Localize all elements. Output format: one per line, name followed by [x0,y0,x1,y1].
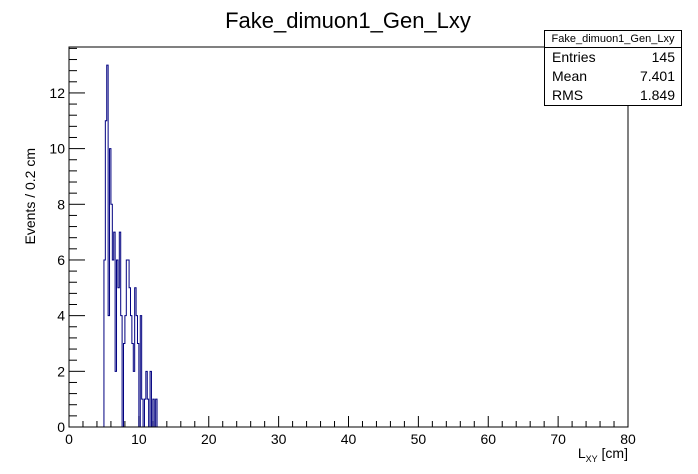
x-tick-label: 20 [201,431,217,447]
plot-frame [68,46,629,428]
x-tick-label: 60 [480,431,496,447]
y-tick-label: 12 [49,85,65,101]
y-tick-label: 6 [57,252,65,268]
stats-label: RMS [552,87,584,103]
x-axis-label-subscript: XY [586,454,598,464]
x-axis-label-unit: [cm] [598,445,628,461]
x-axis-label: LXY [cm] [578,445,628,464]
stats-row-entries: Entries 145 [545,48,681,67]
stats-label: Mean [552,68,588,84]
histogram-line [103,64,158,428]
x-tick-label: 80 [620,431,636,447]
x-tick-label: 40 [341,431,357,447]
stats-value: 1.849 [639,87,675,103]
y-tick-label: 2 [57,363,65,379]
stats-title: Fake_dimuon1_Gen_Lxy [545,31,681,48]
stats-box: Fake_dimuon1_Gen_Lxy Entries 145 Mean 7.… [544,30,682,106]
stats-value: 7.401 [639,68,675,84]
stats-label: Entries [552,49,596,65]
stats-row-rms: RMS 1.849 [545,86,681,105]
x-tick-label: 10 [131,431,147,447]
x-tick-label: 70 [550,431,566,447]
stats-row-mean: Mean 7.401 [545,67,681,86]
y-tick-label: 10 [49,141,65,157]
y-tick-label: 8 [57,196,65,212]
x-tick-label: 50 [411,431,427,447]
y-axis-label: Events / 0.2 cm [22,148,38,244]
x-axis-label-main: L [578,445,586,461]
x-tick-label: 0 [65,431,73,447]
axis-ticks [68,47,629,428]
tick-labels: 0 10 20 30 40 50 60 70 80 0 2 4 6 8 10 12 [49,85,636,447]
y-tick-label: 4 [57,308,65,324]
stats-value: 145 [651,49,675,65]
x-tick-label: 30 [271,431,287,447]
chart-title: Fake_dimuon1_Gen_Lxy [225,8,471,33]
y-tick-label: 0 [57,419,65,435]
